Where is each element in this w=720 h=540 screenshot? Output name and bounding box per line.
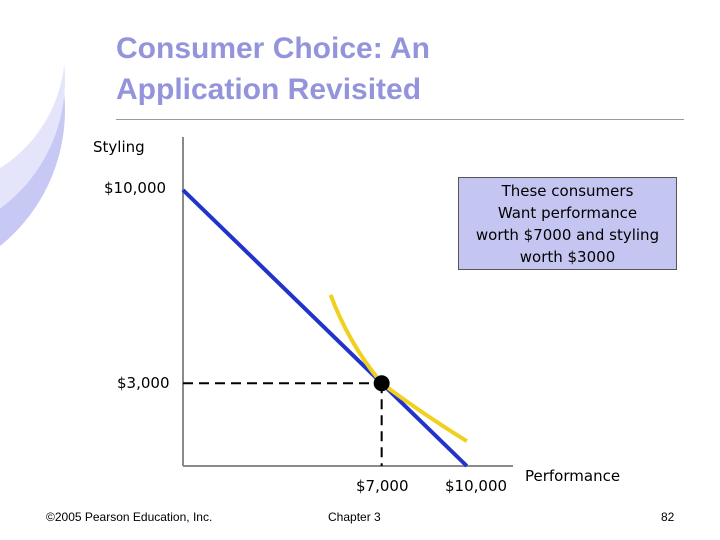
budget-line: [181, 188, 469, 468]
callout-box: These consumers Want performance worth $…: [458, 177, 677, 270]
y-axis-label: Styling: [93, 138, 145, 156]
y-tick-label-10000: $10,000: [104, 179, 167, 197]
callout-text: These consumers Want performance worth $…: [475, 181, 660, 266]
x-tick-label-7000: $7,000: [356, 477, 409, 495]
x-axis-label: Performance: [525, 467, 621, 485]
slide-title-line-2: Application Revisited: [116, 73, 422, 106]
indifference-curve: [328, 294, 468, 443]
slide-title-line-1: Consumer Choice: An: [116, 32, 430, 65]
x-tick-label-10000: $10,000: [445, 477, 508, 495]
title-divider: [116, 119, 684, 120]
footer-copyright: ©2005 Pearson Education, Inc.: [46, 510, 213, 524]
slide-title: Consumer Choice: An Application Revisite…: [116, 28, 430, 110]
footer-chapter: Chapter 3: [328, 510, 381, 524]
y-tick-label-3000: $3,000: [117, 374, 170, 392]
footer-page-number: 82: [661, 510, 675, 524]
optimum-point: [373, 375, 390, 392]
